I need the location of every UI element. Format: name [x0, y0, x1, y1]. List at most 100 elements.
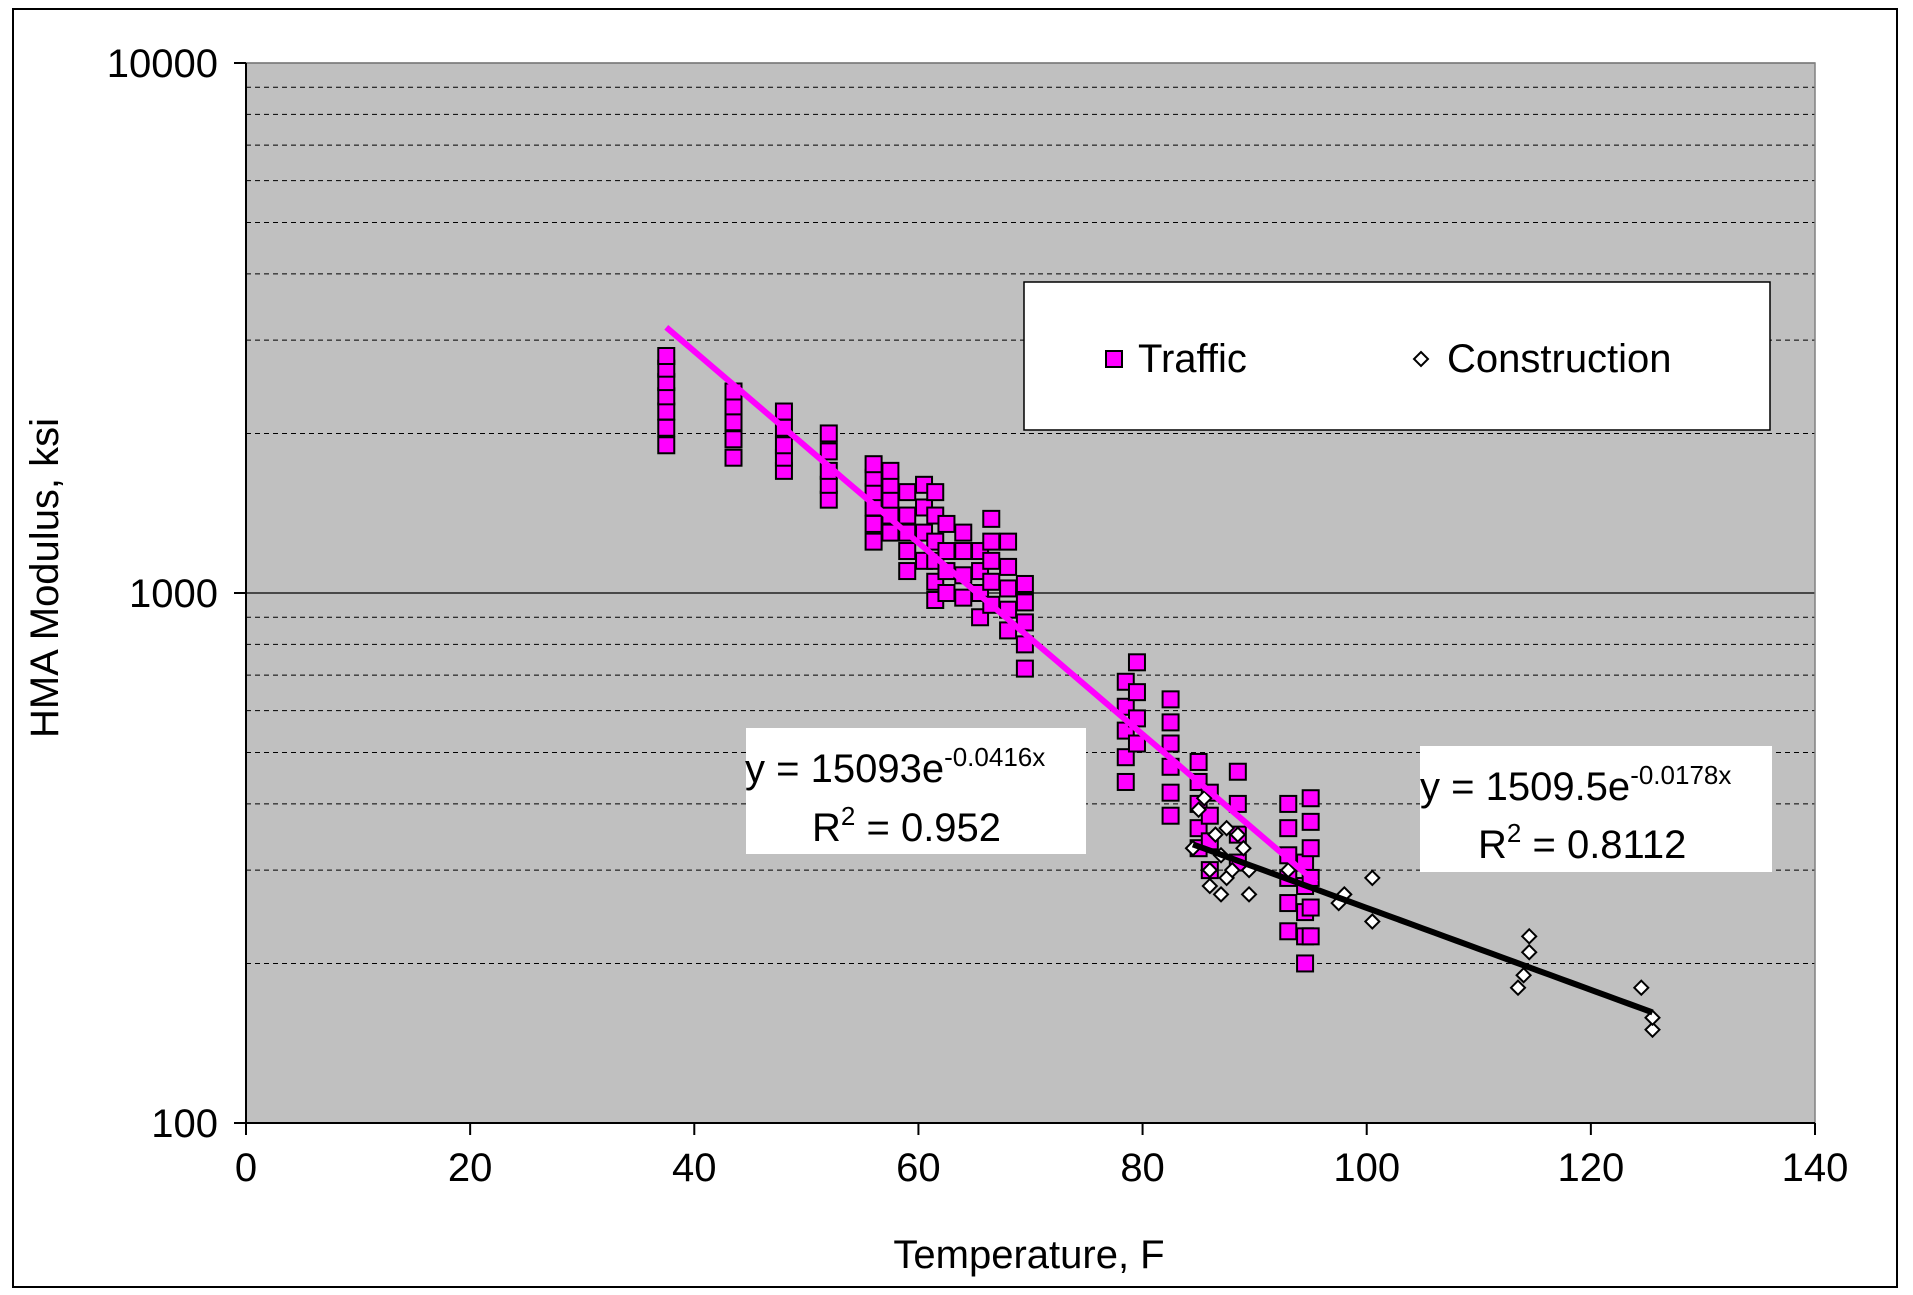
traffic-point — [1301, 839, 1320, 858]
construction-point — [1207, 826, 1224, 844]
traffic-point — [1279, 794, 1298, 813]
traffic-point — [937, 542, 956, 561]
legend-construction-label: Construction — [1447, 337, 1672, 381]
equation-base-construction: y = 1509.5e — [1420, 765, 1630, 809]
traffic-point — [819, 424, 838, 443]
x-tick-label: 140 — [1782, 1146, 1849, 1190]
construction-point — [1223, 861, 1241, 879]
traffic-point — [1127, 683, 1146, 702]
traffic-point — [1116, 772, 1135, 791]
traffic-point — [657, 436, 676, 455]
traffic-point — [657, 418, 676, 437]
y-tick-label: 100 — [151, 1102, 218, 1146]
construction-point — [1509, 979, 1527, 997]
r-squared-value-traffic: = 0.952 — [855, 806, 1001, 850]
construction-point — [1201, 861, 1219, 879]
traffic-point — [898, 562, 917, 581]
x-tick-label: 0 — [235, 1146, 257, 1190]
traffic-point — [999, 532, 1018, 551]
construction-point — [1240, 885, 1258, 903]
equation-text-construction: y = 1509.5e-0.0178x — [1420, 760, 1731, 809]
equation-text-traffic: y = 15093e-0.0416x — [745, 742, 1045, 791]
traffic-point — [1301, 898, 1320, 917]
traffic-point — [724, 413, 743, 432]
traffic-point — [1279, 894, 1298, 913]
traffic-point — [926, 483, 945, 502]
traffic-point — [724, 448, 743, 467]
traffic-point — [1015, 574, 1034, 593]
r-squared-sup-construction: 2 — [1507, 818, 1521, 848]
construction-point — [1632, 979, 1650, 997]
r-squared-text-construction: R2 = 0.8112 — [1478, 818, 1686, 867]
construction-point — [1195, 789, 1213, 807]
r-squared-label-construction: R — [1478, 823, 1507, 867]
traffic-point — [898, 506, 917, 525]
traffic-point — [1161, 806, 1180, 825]
traffic-point — [881, 490, 900, 509]
y-tick-label: 1000 — [129, 572, 218, 616]
x-axis-title: Temperature, F — [893, 1233, 1164, 1277]
traffic-point — [1228, 762, 1247, 781]
traffic-point — [1200, 806, 1219, 825]
trendline-equation-traffic: y = 15093e-0.0416x R2 = 0.952 — [745, 728, 1086, 854]
x-tick-label: 40 — [672, 1146, 717, 1190]
construction-point — [1218, 819, 1236, 837]
traffic-point — [1015, 659, 1034, 678]
equation-box-traffic — [746, 728, 1086, 854]
x-tick-label: 20 — [448, 1146, 493, 1190]
construction-point — [1363, 869, 1381, 887]
traffic-point — [982, 572, 1001, 591]
x-tick-label: 100 — [1333, 1146, 1400, 1190]
traffic-point — [1015, 593, 1034, 612]
trendline-traffic — [664, 325, 1319, 885]
traffic-point — [1279, 819, 1298, 838]
traffic-point — [982, 532, 1001, 551]
r-squared-value-construction: = 0.8112 — [1521, 823, 1686, 867]
construction-point — [1212, 885, 1230, 903]
traffic-point — [954, 523, 973, 542]
traffic-point — [898, 542, 917, 561]
traffic-point — [1279, 922, 1298, 941]
traffic-point — [1296, 954, 1315, 973]
y-axis-title: HMA Modulus, ksi — [23, 418, 67, 738]
traffic-point — [1161, 734, 1180, 753]
traffic-point — [724, 430, 743, 449]
traffic-point — [864, 455, 883, 474]
equation-box-construction — [1420, 746, 1772, 872]
traffic-point — [937, 584, 956, 602]
traffic-point — [881, 461, 900, 480]
construction-point — [1229, 826, 1247, 844]
construction-point — [1644, 1021, 1661, 1039]
traffic-point — [898, 483, 917, 502]
traffic-point — [657, 402, 676, 421]
series-traffic — [657, 347, 1320, 973]
traffic-point — [1116, 748, 1135, 767]
traffic-point — [937, 514, 956, 533]
r-squared-sup-traffic: 2 — [841, 801, 855, 831]
traffic-point — [1161, 713, 1180, 732]
traffic-point — [999, 557, 1018, 576]
traffic-point — [1127, 653, 1146, 672]
traffic-point — [774, 402, 793, 421]
construction-point — [1235, 839, 1252, 857]
traffic-point — [954, 588, 973, 607]
legend-box — [1023, 281, 1771, 431]
construction-point — [1515, 966, 1533, 984]
r-squared-label-traffic: R — [812, 806, 841, 850]
traffic-point — [819, 442, 838, 461]
x-tick-label: 120 — [1557, 1146, 1624, 1190]
equation-exponent-construction: -0.0178x — [1630, 760, 1731, 790]
traffic-point — [1161, 690, 1180, 709]
traffic-point — [1301, 812, 1320, 831]
trendline-equation-construction: y = 1509.5e-0.0178x R2 = 0.8112 — [1420, 746, 1772, 872]
traffic-point — [657, 347, 676, 366]
traffic-point — [864, 532, 883, 551]
traffic-point — [1127, 734, 1146, 753]
traffic-point — [724, 397, 743, 416]
traffic-point — [774, 436, 793, 455]
trendline-construction — [1191, 841, 1654, 1016]
construction-point — [1520, 927, 1538, 945]
construction-point — [1363, 913, 1381, 930]
traffic-point — [1301, 789, 1320, 808]
